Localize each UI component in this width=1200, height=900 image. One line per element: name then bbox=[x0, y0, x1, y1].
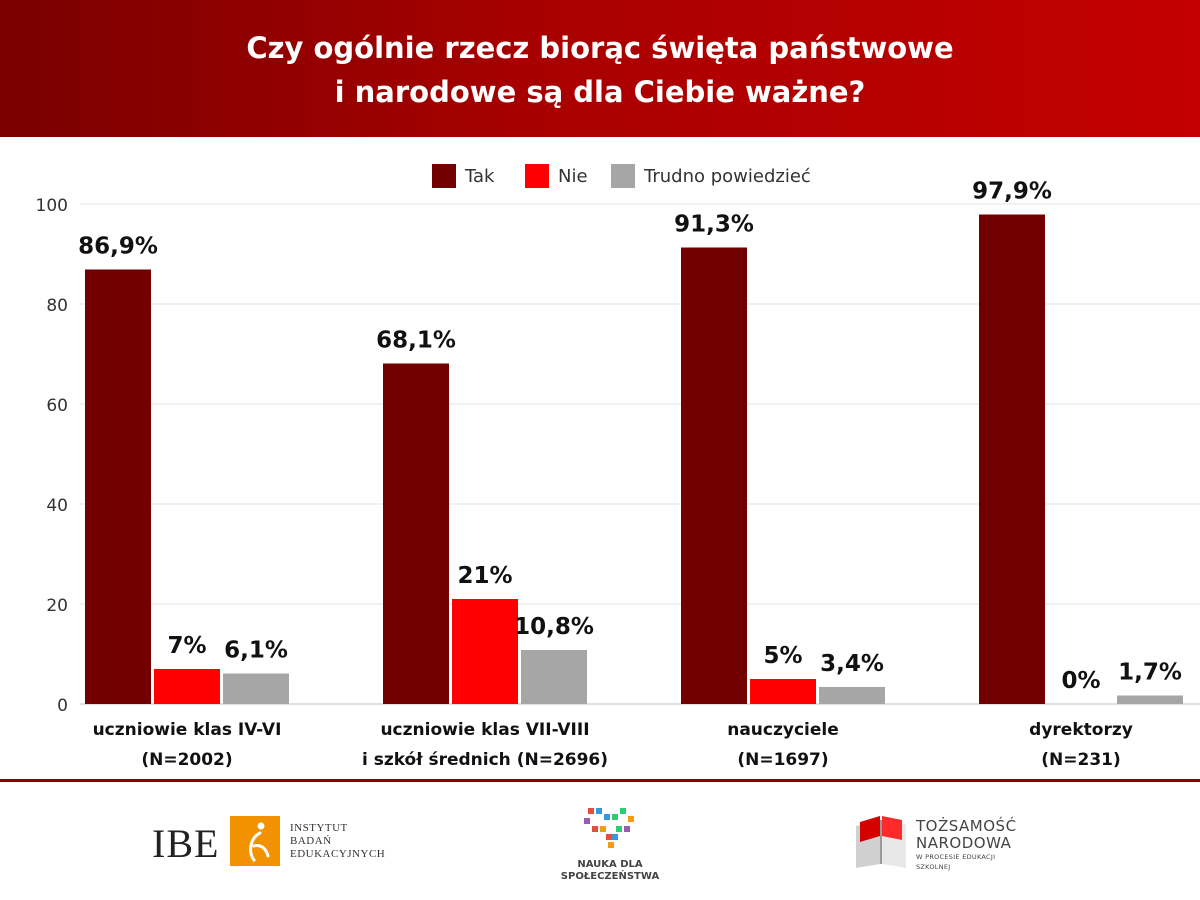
nauka-mosaic-icon bbox=[584, 808, 634, 848]
data-label: 91,3% bbox=[674, 212, 754, 238]
bar bbox=[681, 247, 747, 704]
data-label: 1,7% bbox=[1118, 660, 1182, 686]
bar-chart: 0 20 40 60 80 100 Tak Nie Trudno powiedzieć 86,9%… bbox=[36, 164, 1200, 770]
data-label: 3,4% bbox=[820, 651, 884, 677]
ibe-figure-icon bbox=[249, 822, 270, 862]
y-tick-label: 100 bbox=[36, 196, 68, 216]
mosaic-tile bbox=[612, 814, 618, 820]
tozsamosc-logo-text: TOŻSAMOŚĆ NARODOWA W PROCESIE EDUKACJI S… bbox=[916, 818, 1017, 872]
x-category-label: nauczyciele bbox=[727, 720, 839, 740]
mosaic-tile bbox=[596, 808, 602, 814]
legend-swatch bbox=[525, 164, 549, 188]
mosaic-tile bbox=[616, 826, 622, 832]
mosaic-tile bbox=[588, 808, 594, 814]
chart-title-line-1: Czy ogólnie rzecz biorąc święta państwow… bbox=[246, 31, 954, 65]
data-label: 7% bbox=[167, 633, 206, 659]
data-label: 21% bbox=[457, 563, 512, 589]
mosaic-tile bbox=[592, 826, 598, 832]
mosaic-tile bbox=[584, 818, 590, 824]
x-category-label: i szkół średnich (N=2696) bbox=[362, 750, 608, 770]
ibe-text-line-3: EDUKACYJNYCH bbox=[290, 848, 386, 860]
data-label: 6,1% bbox=[224, 638, 288, 664]
mosaic-tile bbox=[606, 834, 612, 840]
mosaic-tile bbox=[628, 816, 634, 822]
tozsamosc-text-line-1: TOŻSAMOŚĆ bbox=[916, 817, 1017, 835]
bar bbox=[979, 214, 1045, 704]
chart-title: Czy ogólnie rzecz biorąc święta państwow… bbox=[0, 26, 1200, 114]
legend-label: Nie bbox=[558, 166, 588, 187]
legend-swatch bbox=[432, 164, 456, 188]
ibe-text-line-1: INSTYTUT bbox=[290, 822, 348, 834]
ibe-logo-text: INSTYTUT BADAŃ EDUKACYJNYCH bbox=[290, 822, 385, 861]
x-category-label: dyrektorzy bbox=[1029, 720, 1133, 740]
x-category-label: (N=2002) bbox=[141, 750, 232, 770]
ibe-logo-letters: IBE bbox=[152, 821, 220, 866]
data-label: 5% bbox=[763, 643, 802, 669]
y-tick-label: 40 bbox=[46, 496, 68, 516]
tozsamosc-narodowa-logo: TOŻSAMOŚĆ NARODOWA W PROCESIE EDUKACJI S… bbox=[852, 814, 1016, 874]
mosaic-tile bbox=[604, 814, 610, 820]
footer-divider bbox=[0, 779, 1200, 782]
data-label: 0% bbox=[1061, 668, 1100, 694]
header-banner: Czy ogólnie rzecz biorąc święta państwow… bbox=[0, 0, 1200, 137]
bar bbox=[1117, 695, 1183, 704]
nauka-text-line-2: SPOŁECZEŃSTWA bbox=[560, 871, 660, 882]
bar bbox=[819, 687, 885, 704]
tozsamosc-text-line-3: W PROCESIE EDUKACJI SZKOLNEJ bbox=[916, 853, 996, 871]
chart-title-line-2: i narodowe są dla Ciebie ważne? bbox=[334, 75, 866, 109]
book-icon bbox=[856, 816, 906, 868]
mosaic-tile bbox=[600, 826, 606, 832]
nauka-dla-spoleczenstwa-logo: NAUKA DLA SPOŁECZEŃSTWA bbox=[550, 804, 670, 883]
y-tick-label: 0 bbox=[57, 696, 68, 716]
bar bbox=[521, 650, 587, 704]
legend-label: Trudno powiedzieć bbox=[643, 166, 811, 187]
tozsamosc-text-line-2: NARODOWA bbox=[916, 834, 1012, 852]
nauka-logo-text: NAUKA DLA SPOŁECZEŃSTWA bbox=[550, 859, 670, 883]
data-label: 86,9% bbox=[78, 234, 158, 260]
ibe-text-line-2: BADAŃ bbox=[290, 835, 332, 847]
bar bbox=[223, 673, 289, 704]
ibe-logo-mark bbox=[230, 816, 280, 866]
mosaic-tile bbox=[612, 834, 618, 840]
y-tick-label: 80 bbox=[46, 296, 68, 316]
bar bbox=[750, 679, 816, 704]
footer-logos: IBE INSTYTUT BADAŃ EDUKACYJNYCH NAUKA DL… bbox=[0, 782, 1200, 900]
bar bbox=[452, 599, 518, 704]
bar bbox=[154, 669, 220, 704]
x-category-label: (N=231) bbox=[1041, 750, 1121, 770]
mosaic-tile bbox=[624, 826, 630, 832]
data-label: 68,1% bbox=[376, 328, 456, 354]
legend-swatch bbox=[611, 164, 635, 188]
legend-label: Tak bbox=[464, 166, 495, 187]
mosaic-tile bbox=[608, 842, 614, 848]
mosaic-tile bbox=[620, 808, 626, 814]
bar bbox=[383, 363, 449, 704]
x-category-label: uczniowie klas VII-VIII bbox=[380, 720, 589, 740]
x-category-label: (N=1697) bbox=[737, 750, 828, 770]
nauka-text-line-1: NAUKA DLA bbox=[577, 859, 643, 870]
y-tick-label: 60 bbox=[46, 396, 68, 416]
data-label: 97,9% bbox=[972, 179, 1052, 205]
bar bbox=[85, 269, 151, 704]
data-label: 10,8% bbox=[514, 614, 594, 640]
x-category-label: uczniowie klas IV-VI bbox=[93, 720, 282, 740]
y-tick-label: 20 bbox=[46, 596, 68, 616]
